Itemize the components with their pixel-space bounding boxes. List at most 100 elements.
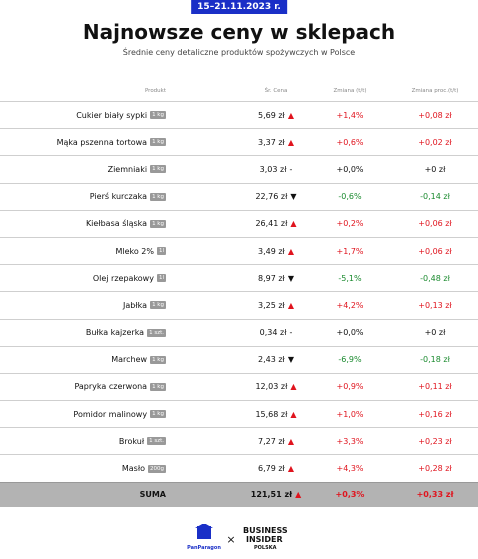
- unit-badge: 200g: [148, 464, 166, 473]
- unit-badge: 1l: [156, 274, 166, 283]
- abs-change: +0,02 zł: [418, 137, 452, 147]
- bi-line2: INSIDER: [246, 535, 283, 544]
- product-cell: SUMA: [140, 483, 166, 507]
- price-cell: 2,43 zł ▼: [236, 347, 316, 373]
- unit-badge: 1 kg: [150, 165, 166, 174]
- pct-change: +1,4%: [336, 110, 364, 120]
- panparagon-icon: [197, 526, 211, 539]
- product-name: Papryka czerwona: [74, 382, 148, 392]
- table-row: Marchew 1 kg 2,43 zł ▼ -6,9% -0,18 zł: [0, 345, 478, 373]
- abs-change: -0,48 zł: [420, 273, 450, 283]
- pct-change: +0,2%: [336, 219, 364, 229]
- pct-change: -6,9%: [338, 355, 362, 365]
- unit-badge: 1 szt.: [147, 328, 166, 337]
- price-cell: 6,79 zł ▲: [236, 455, 316, 481]
- column-header: Produkt: [144, 88, 166, 94]
- price: 8,97 zł: [258, 273, 285, 283]
- product-cell: Marchew 1 kg: [111, 347, 166, 373]
- price-cell: 0,34 zł -: [236, 320, 316, 346]
- unit-badge: 1 kg: [150, 192, 166, 201]
- table-row: Olej rzepakowy 1l 8,97 zł ▼ -5,1% -0,48 zł: [0, 264, 478, 291]
- product-name: Bułka kajzerka: [85, 328, 145, 338]
- product-name: Masło: [121, 464, 145, 474]
- price-cell: 3,49 zł ▲: [236, 238, 316, 264]
- trend-arrow: -: [289, 328, 293, 338]
- abs-change: +0,16 zł: [418, 409, 452, 419]
- price-cell: 3,37 zł ▲: [236, 129, 316, 155]
- footer: PanParagon × BUSINESS INSIDER POLSKA: [0, 523, 478, 554]
- total-row: SUMA 121,51 zł ▲ +0,3% +0,33 zł: [0, 481, 478, 507]
- price: 26,41 zł: [255, 219, 288, 229]
- price-cell: 12,03 zł ▲: [236, 374, 316, 400]
- product-cell: Jabłka 1 kg: [123, 292, 166, 318]
- abs-change: +0 zł: [424, 328, 446, 338]
- title: Najnowsze ceny w sklepach: [82, 20, 396, 44]
- date-badge: 15–21.11.2023 r.: [191, 0, 287, 14]
- abs-change: +0,06 zł: [418, 219, 452, 229]
- pct-change: +4,2%: [336, 300, 364, 310]
- abs-change: -0,14 zł: [420, 192, 450, 202]
- panparagon-text: PanParagon: [187, 545, 221, 551]
- product-cell: Ziemniaki 1 kg: [108, 156, 166, 182]
- unit-badge: 1 kg: [150, 301, 166, 310]
- trend-arrow: ▲: [287, 246, 294, 256]
- product-cell: Pomidor malinowy 1 kg: [73, 401, 166, 427]
- trend-arrow: ▲: [295, 490, 302, 500]
- product-name: Brokuł: [118, 436, 145, 446]
- product-cell: Olej rzepakowy 1l: [93, 265, 166, 291]
- price: 0,34 zł: [259, 328, 287, 338]
- table-row: Mleko 2% 1l 3,49 zł ▲ +1,7% +0,06 zł: [0, 236, 478, 264]
- price: 3,25 zł: [258, 300, 285, 310]
- product-name: Marchew: [111, 355, 148, 365]
- price: 15,68 zł: [255, 409, 288, 419]
- abs-change: +0,13 zł: [418, 300, 452, 310]
- unit-badge: 1 kg: [150, 355, 166, 364]
- table-row: Pomidor malinowy 1 kg 15,68 zł ▲ +1,0% +0,16 …: [0, 400, 478, 427]
- price: 3,49 zł: [258, 246, 285, 256]
- subtitle: Średnie ceny detaliczne produktów spożyw…: [122, 48, 356, 57]
- abs-change: +0,33 zł: [416, 490, 454, 500]
- table-row: Brokuł 1 szt. 7,27 zł ▲ +3,3% +0,23 zł: [0, 427, 478, 454]
- product-name: Kiełbasa śląska: [85, 219, 148, 229]
- table-row: Papryka czerwona 1 kg 12,03 zł ▲ +0,9% +0,11 …: [0, 372, 478, 400]
- bi-line3: POLSKA: [254, 545, 277, 551]
- pct-change: -0,6%: [338, 192, 362, 202]
- product-cell: Brokuł 1 szt.: [119, 428, 166, 454]
- pct-change: +0,0%: [336, 328, 364, 338]
- product-cell: Masło 200g: [122, 455, 166, 481]
- unit-badge: 1 kg: [150, 138, 166, 147]
- product-cell: Papryka czerwona 1 kg: [74, 374, 166, 400]
- trend-arrow: -: [289, 164, 293, 174]
- product-cell: Cukier biały sypki 1 kg: [76, 102, 166, 128]
- price-cell: 7,27 zł ▲: [236, 428, 316, 454]
- price-cell: 15,68 zł ▲: [236, 401, 316, 427]
- product-name: Olej rzepakowy: [92, 273, 154, 283]
- product-name: Ziemniaki: [107, 164, 148, 174]
- product-name: Pomidor malinowy: [73, 409, 148, 419]
- table-row: Bułka kajzerka 1 szt. 0,34 zł - +0,0% +0 zł: [0, 318, 478, 346]
- table-row: Masło 200g 6,79 zł ▲ +4,3% +0,28 zł: [0, 454, 478, 481]
- unit-badge: 1 kg: [150, 410, 166, 419]
- price-cell: 26,41 zł ▲: [236, 211, 316, 237]
- pct-change: +0,9%: [336, 382, 364, 392]
- abs-change: +0,08 zł: [418, 110, 452, 120]
- trend-arrow: ▲: [290, 409, 297, 419]
- table-row: Mąka pszenna tortowa 1 kg 3,37 zł ▲ +0,6% +0,…: [0, 128, 478, 155]
- table-row: Jabłka 1 kg 3,25 zł ▲ +4,2% +0,13 zł: [0, 291, 478, 318]
- price-cell: 3,03 zł -: [236, 156, 316, 182]
- price-cell: 5,69 zł ▲: [236, 102, 316, 128]
- column-header: Zmiana proc.(t/t): [411, 88, 459, 94]
- price-cell: 121,51 zł ▲: [236, 483, 316, 507]
- abs-change: +0,28 zł: [418, 464, 452, 474]
- pct-change: +1,0%: [336, 409, 364, 419]
- pct-change: +0,3%: [335, 490, 365, 500]
- price-cell: 8,97 zł ▼: [236, 265, 316, 291]
- price: 3,37 zł: [258, 137, 285, 147]
- abs-change: +0,23 zł: [418, 436, 452, 446]
- price: 6,79 zł: [258, 464, 285, 474]
- separator: ×: [226, 533, 235, 546]
- abs-change: +0,11 zł: [418, 382, 452, 392]
- product-name: Cukier biały sypki: [76, 110, 148, 120]
- product-cell: Kiełbasa śląska 1 kg: [86, 211, 166, 237]
- column-header: Śr. Cena: [264, 88, 288, 94]
